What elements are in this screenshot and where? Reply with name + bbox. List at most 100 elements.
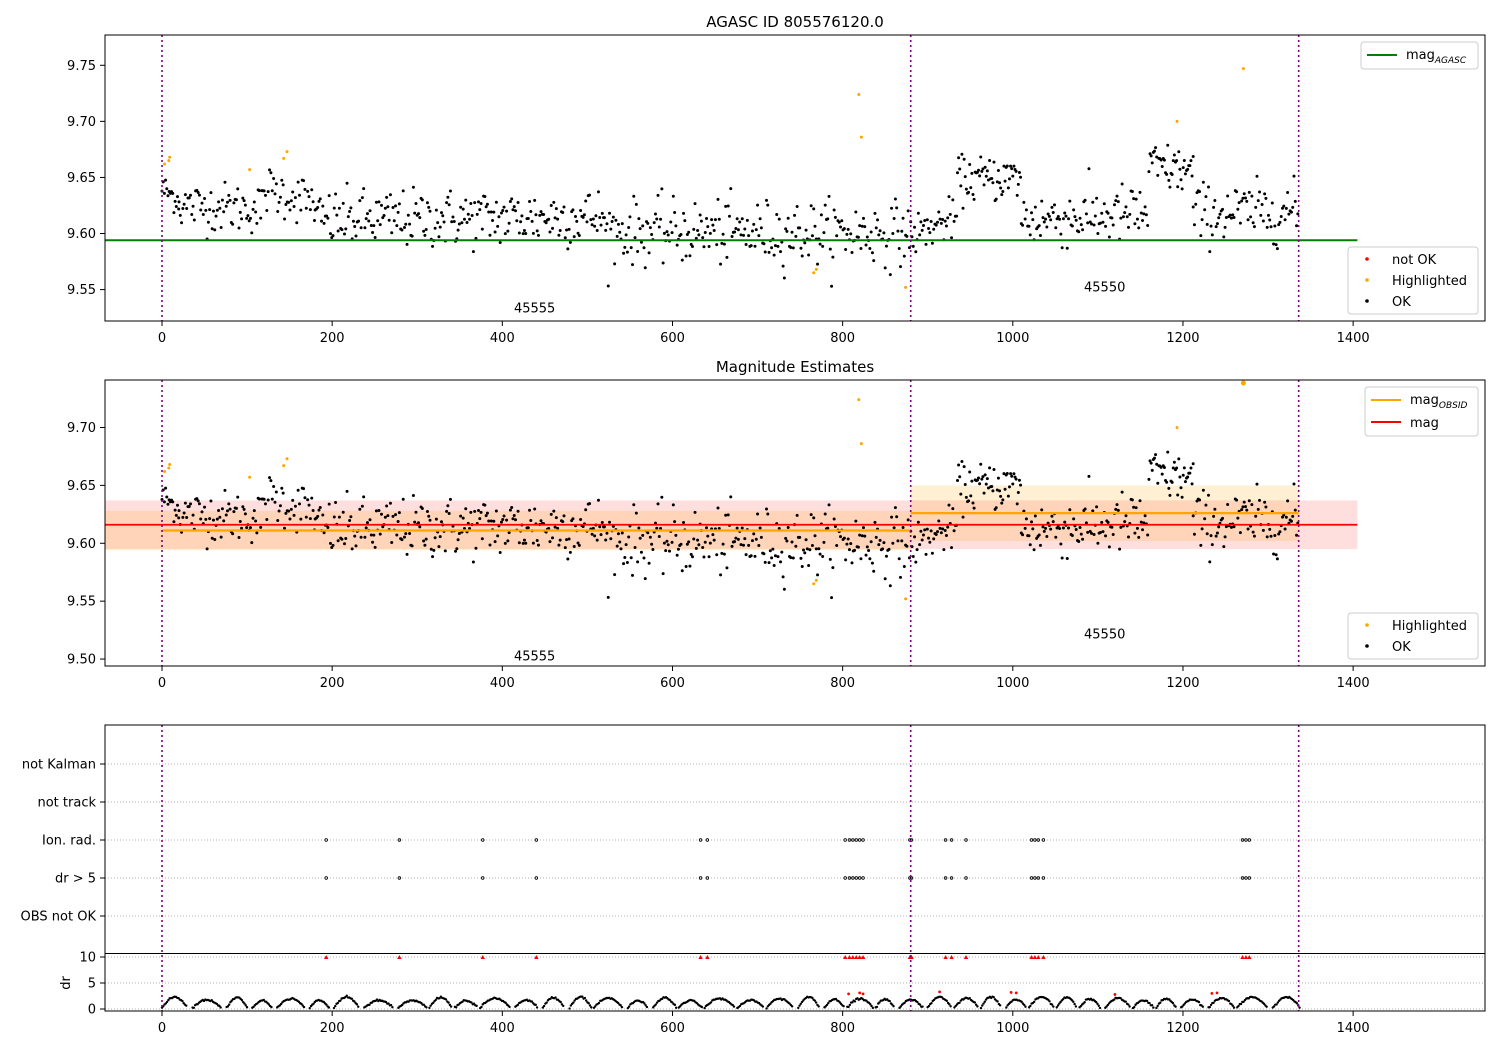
ok-point — [679, 542, 683, 546]
ok-point — [383, 515, 387, 519]
dr-point — [916, 1000, 919, 1004]
ok-point — [1269, 225, 1273, 229]
highlighted-point — [168, 155, 172, 159]
ok-point — [735, 526, 739, 530]
ok-point — [590, 223, 594, 227]
y-tick-label: 9.50 — [67, 653, 96, 668]
dr-point — [668, 998, 672, 1002]
ok-point — [1204, 195, 1208, 199]
x-tick-label: 1200 — [1166, 1021, 1199, 1036]
ok-point — [805, 547, 809, 551]
ok-point — [1001, 190, 1005, 194]
dr-flag — [851, 876, 855, 880]
ok-point — [833, 215, 837, 219]
ok-point — [747, 543, 751, 547]
x-tick-label: 0 — [158, 1021, 166, 1036]
ok-point — [618, 540, 622, 544]
ok-point — [579, 209, 583, 213]
dr-not-ok-point — [1113, 993, 1117, 996]
ok-point — [1263, 500, 1267, 504]
ok-point — [434, 517, 438, 521]
ok-point — [827, 194, 831, 198]
ok-point — [849, 232, 853, 236]
ok-point — [1092, 533, 1096, 537]
ok-point — [984, 174, 988, 178]
ok-point — [764, 507, 768, 511]
ok-point — [1199, 234, 1203, 238]
ok-point — [1133, 222, 1137, 226]
ok-point — [605, 222, 609, 226]
ok-point — [436, 221, 440, 225]
legend-marker-highlighted-2 — [1365, 623, 1369, 627]
ok-point — [687, 230, 691, 234]
ok-point — [1092, 223, 1096, 227]
dr-point — [703, 1006, 706, 1010]
ok-point — [799, 556, 803, 560]
ok-point — [634, 202, 638, 206]
ok-point — [459, 514, 463, 518]
ok-point — [600, 520, 604, 524]
ok-point — [224, 204, 228, 208]
ok-point — [487, 210, 491, 214]
ok-point — [171, 500, 175, 504]
ok-point — [418, 525, 422, 529]
ok-point — [817, 547, 821, 551]
ok-point — [1143, 514, 1147, 518]
dr-point — [738, 1004, 742, 1008]
ok-point — [455, 547, 459, 551]
ok-point — [177, 509, 181, 513]
dr-point — [1201, 1005, 1205, 1008]
ok-point — [280, 486, 284, 490]
ok-point — [1152, 149, 1156, 153]
ok-point — [552, 200, 556, 204]
dr-flag — [857, 876, 862, 880]
ok-point — [758, 217, 762, 221]
ok-point — [650, 542, 654, 546]
ok-point — [1019, 483, 1023, 487]
x-tick-label: 0 — [158, 331, 166, 346]
ok-point — [1087, 167, 1091, 171]
ok-point — [262, 497, 266, 501]
ok-point — [1127, 535, 1131, 539]
ok-point — [743, 537, 747, 541]
ok-point — [682, 211, 686, 215]
ok-point — [1014, 477, 1018, 481]
ok-point — [1005, 164, 1009, 168]
ok-point — [1096, 541, 1100, 545]
ok-point — [813, 534, 817, 538]
ok-point — [262, 189, 266, 193]
ok-point — [753, 244, 757, 248]
ok-point — [939, 531, 943, 535]
ok-point — [719, 262, 723, 266]
ok-point — [1162, 158, 1166, 162]
ok-point — [947, 503, 951, 507]
dr-point — [643, 1002, 646, 1005]
y-tick-label: 9.75 — [67, 59, 96, 74]
ok-point — [424, 228, 428, 232]
ok-point — [725, 255, 729, 259]
ok-point — [660, 187, 664, 191]
ok-point — [1110, 525, 1114, 529]
agasc-axes-frame — [104, 34, 1486, 322]
dr-point — [1106, 1003, 1110, 1007]
ok-point — [901, 216, 905, 220]
ok-point — [1002, 472, 1006, 476]
ok-point — [231, 222, 235, 226]
dr-flag — [861, 876, 865, 880]
ok-point — [359, 226, 363, 230]
ok-point — [269, 171, 273, 175]
dr-point — [1209, 1003, 1213, 1007]
ok-point — [763, 560, 767, 564]
ok-point — [496, 534, 500, 538]
highlighted-point — [1175, 119, 1179, 123]
ok-point — [464, 507, 468, 511]
ok-point — [1154, 146, 1158, 150]
ok-point — [891, 232, 895, 236]
ok-point — [1272, 552, 1276, 556]
ok-point — [303, 496, 307, 500]
ok-point — [789, 245, 793, 249]
ok-point — [1019, 175, 1023, 179]
ok-point — [331, 234, 335, 238]
ok-point — [465, 220, 469, 224]
ok-point — [238, 519, 242, 523]
